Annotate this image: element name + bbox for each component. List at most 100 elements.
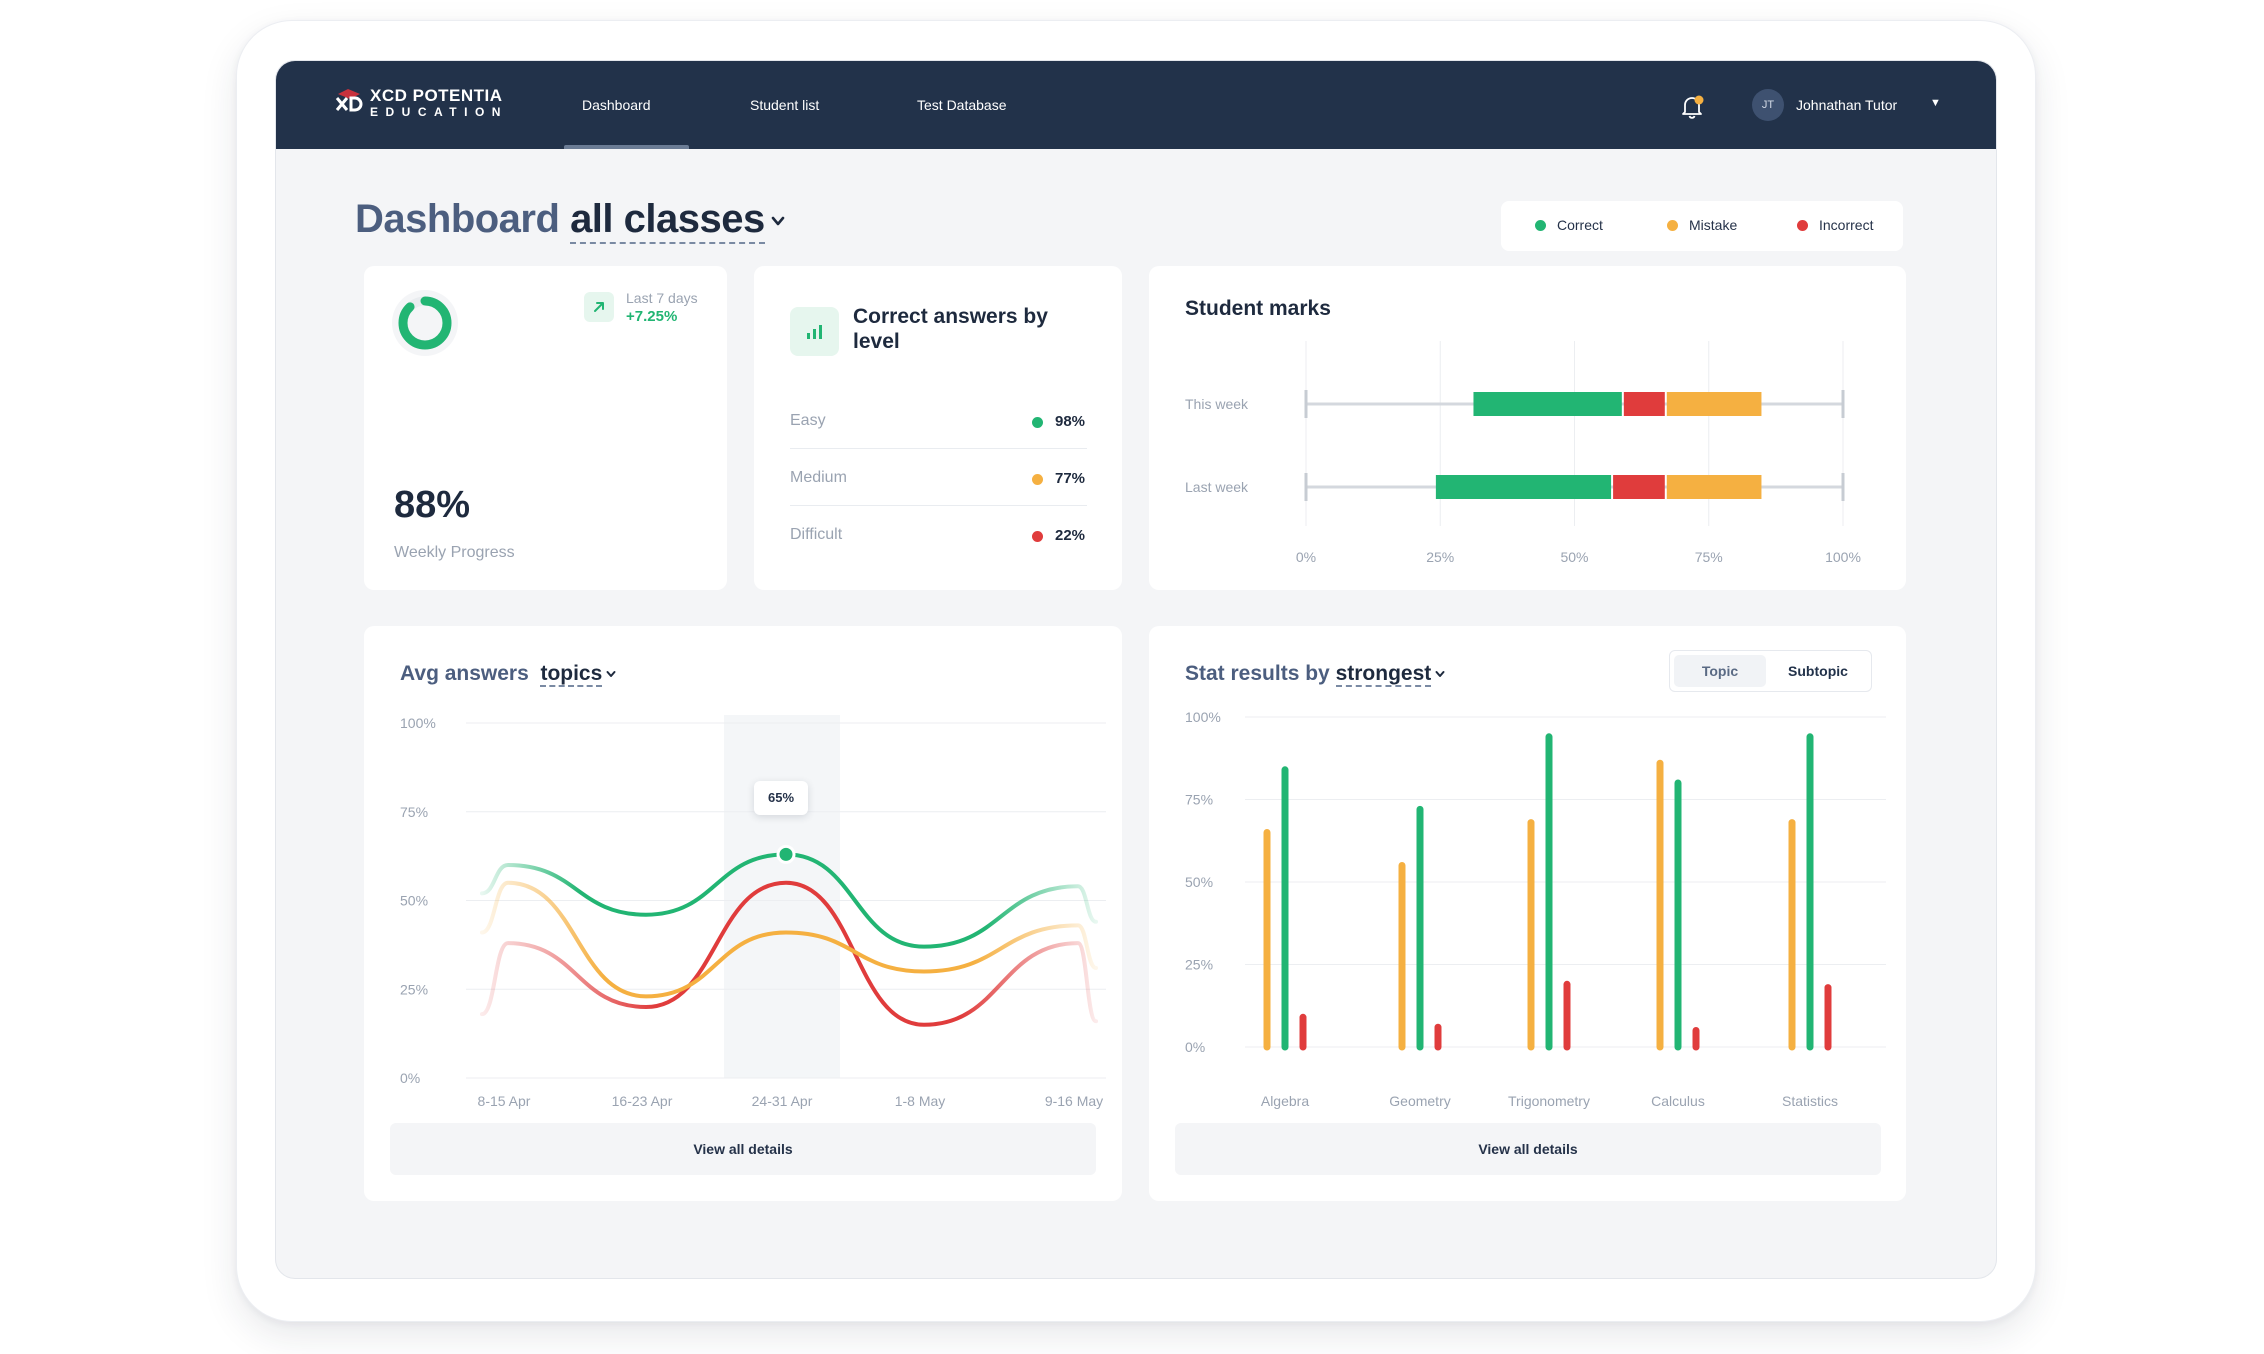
progress-value: 88% — [394, 484, 471, 526]
bar-segment-incorrect — [1623, 392, 1665, 416]
class-selector[interactable]: all classes — [570, 197, 765, 244]
x-tick-label: 8-15 Apr — [478, 1093, 531, 1109]
x-tick-label: 0% — [1296, 549, 1316, 565]
logo-subtitle: EDUCATION — [370, 105, 508, 119]
legend-label: Correct — [1557, 217, 1603, 233]
y-tick-label: 50% — [1185, 874, 1213, 890]
view-all-details-button[interactable]: View all details — [1175, 1123, 1881, 1175]
line-series-mistake — [480, 880, 1098, 999]
level-label: Easy — [790, 412, 826, 429]
y-tick-label: 100% — [1185, 709, 1221, 725]
category-label: Algebra — [1261, 1093, 1309, 1109]
top-navbar: XCD POTENTIA EDUCATION Dashboard Student… — [276, 61, 1996, 149]
progress-label: Weekly Progress — [394, 544, 515, 561]
level-row-medium: Medium 77% — [790, 449, 1087, 506]
card-title: Student marks — [1185, 297, 1331, 320]
y-tick-label: 100% — [400, 715, 436, 731]
level-value: 77% — [1055, 470, 1086, 487]
topics-selector[interactable]: topics — [540, 662, 603, 687]
level-label: Medium — [790, 469, 847, 486]
x-tick-label: 50% — [1560, 549, 1588, 565]
level-dot — [1032, 417, 1043, 428]
bar-segment-correct — [1473, 392, 1622, 416]
student-marks-card: Student marks 0% 25% 50% 75% 100% This week La… — [1149, 266, 1906, 590]
level-value: 98% — [1055, 413, 1086, 430]
trend-value: +7.25% — [626, 308, 678, 325]
topic-subtopic-toggle: Topic Subtopic — [1669, 650, 1872, 692]
nav-active-indicator — [564, 145, 689, 149]
bar-segment-correct — [1435, 475, 1612, 499]
x-tick-label: 16-23 Apr — [612, 1093, 673, 1109]
y-tick-label: 0% — [400, 1070, 420, 1086]
nav-dashboard[interactable]: Dashboard — [582, 97, 651, 113]
logo-name: XCD POTENTIA — [370, 86, 503, 105]
user-menu-caret-icon[interactable]: ▼ — [1930, 97, 1941, 109]
trend-period: Last 7 days — [626, 290, 698, 306]
view-all-details-button[interactable]: View all details — [390, 1123, 1096, 1175]
chevron-down-icon[interactable] — [605, 668, 617, 680]
title-text: Stat results by — [1185, 662, 1330, 685]
category-label: Trigonometry — [1508, 1093, 1590, 1109]
stat-results-chart: 100% 75% 50% 25% 0% Algebra Geometry Trigonomet… — [1185, 709, 1886, 1109]
page-title-text: Dashboard — [355, 197, 560, 241]
bar-chart-icon — [790, 307, 839, 356]
y-tick-label: 75% — [1185, 792, 1213, 808]
legend-label: Incorrect — [1819, 217, 1874, 233]
highlight-point — [776, 844, 796, 864]
x-tick-label: 1-8 May — [895, 1093, 946, 1109]
stat-results-card: Stat results by strongest Topic Subtopic… — [1149, 626, 1906, 1201]
user-name[interactable]: Johnathan Tutor — [1796, 97, 1898, 113]
highlight-band — [724, 715, 840, 1078]
x-tick-label: 24-31 Apr — [752, 1093, 813, 1109]
toggle-subtopic[interactable]: Subtopic — [1788, 663, 1848, 679]
legend-label: Mistake — [1689, 217, 1738, 233]
avg-answers-chart: 100% 75% 50% 25% 0% 8-15 Apr 16-23 Apr 24-31 Ap… — [400, 715, 1106, 1109]
legend-mistake: Mistake — [1667, 217, 1737, 233]
level-dot — [1032, 531, 1043, 542]
user-avatar[interactable]: JT — [1752, 89, 1784, 121]
logo-icon — [335, 89, 363, 112]
y-tick-label: 75% — [400, 804, 428, 820]
chevron-down-icon[interactable] — [1434, 668, 1446, 680]
category-label: Last week — [1185, 479, 1249, 495]
x-tick-label: 75% — [1695, 549, 1723, 565]
toggle-topic[interactable]: Topic — [1674, 655, 1766, 687]
y-tick-label: 25% — [1185, 957, 1213, 973]
category-label: This week — [1185, 396, 1249, 412]
app-screen: XCD POTENTIA EDUCATION Dashboard Student… — [275, 60, 1997, 1279]
x-tick-label: 9-16 May — [1045, 1093, 1103, 1109]
legend-incorrect: Incorrect — [1797, 217, 1873, 233]
level-row-easy: Easy 98% — [790, 392, 1087, 449]
legend-correct: Correct — [1535, 217, 1603, 233]
avg-answers-card: Avg answers topics — [364, 626, 1122, 1201]
progress-ring — [392, 290, 458, 356]
weekly-progress-card: Last 7 days +7.25% 88% Weekly Progress — [364, 266, 727, 590]
y-tick-label: 50% — [400, 893, 428, 909]
chart-tooltip: 65% — [754, 781, 808, 815]
trend-up-icon — [584, 292, 614, 322]
legend-dot-incorrect — [1797, 220, 1808, 231]
card-title: Correct answers by level — [853, 305, 1048, 353]
y-tick-label: 0% — [1185, 1039, 1205, 1055]
correct-by-level-card: Correct answers by level Easy 98% Medium… — [754, 266, 1122, 590]
line-series-incorrect — [480, 880, 1098, 1027]
notification-bell-icon[interactable] — [1679, 94, 1705, 120]
legend-dot-correct — [1535, 220, 1546, 231]
bar-segment-incorrect — [1613, 475, 1665, 499]
strongest-selector[interactable]: strongest — [1335, 662, 1432, 687]
x-tick-label: 25% — [1426, 549, 1454, 565]
avg-answers-title: Avg answers topics — [400, 662, 617, 687]
nav-student-list[interactable]: Student list — [750, 97, 820, 113]
nav-test-database[interactable]: Test Database — [917, 97, 1007, 113]
chevron-down-icon[interactable] — [769, 212, 787, 230]
y-tick-label: 25% — [400, 981, 428, 997]
category-label: Calculus — [1651, 1093, 1705, 1109]
progress-ring-arc — [398, 296, 452, 350]
student-marks-chart: 0% 25% 50% 75% 100% This week Last week — [1185, 341, 1861, 565]
bar-segment-mistake — [1666, 392, 1762, 416]
category-label: Statistics — [1782, 1093, 1838, 1109]
legend-dot-mistake — [1667, 220, 1678, 231]
level-row-difficult: Difficult 22% — [790, 506, 1087, 563]
level-dot — [1032, 474, 1043, 485]
chart-legend: Correct Mistake Incorrect — [1501, 201, 1903, 251]
